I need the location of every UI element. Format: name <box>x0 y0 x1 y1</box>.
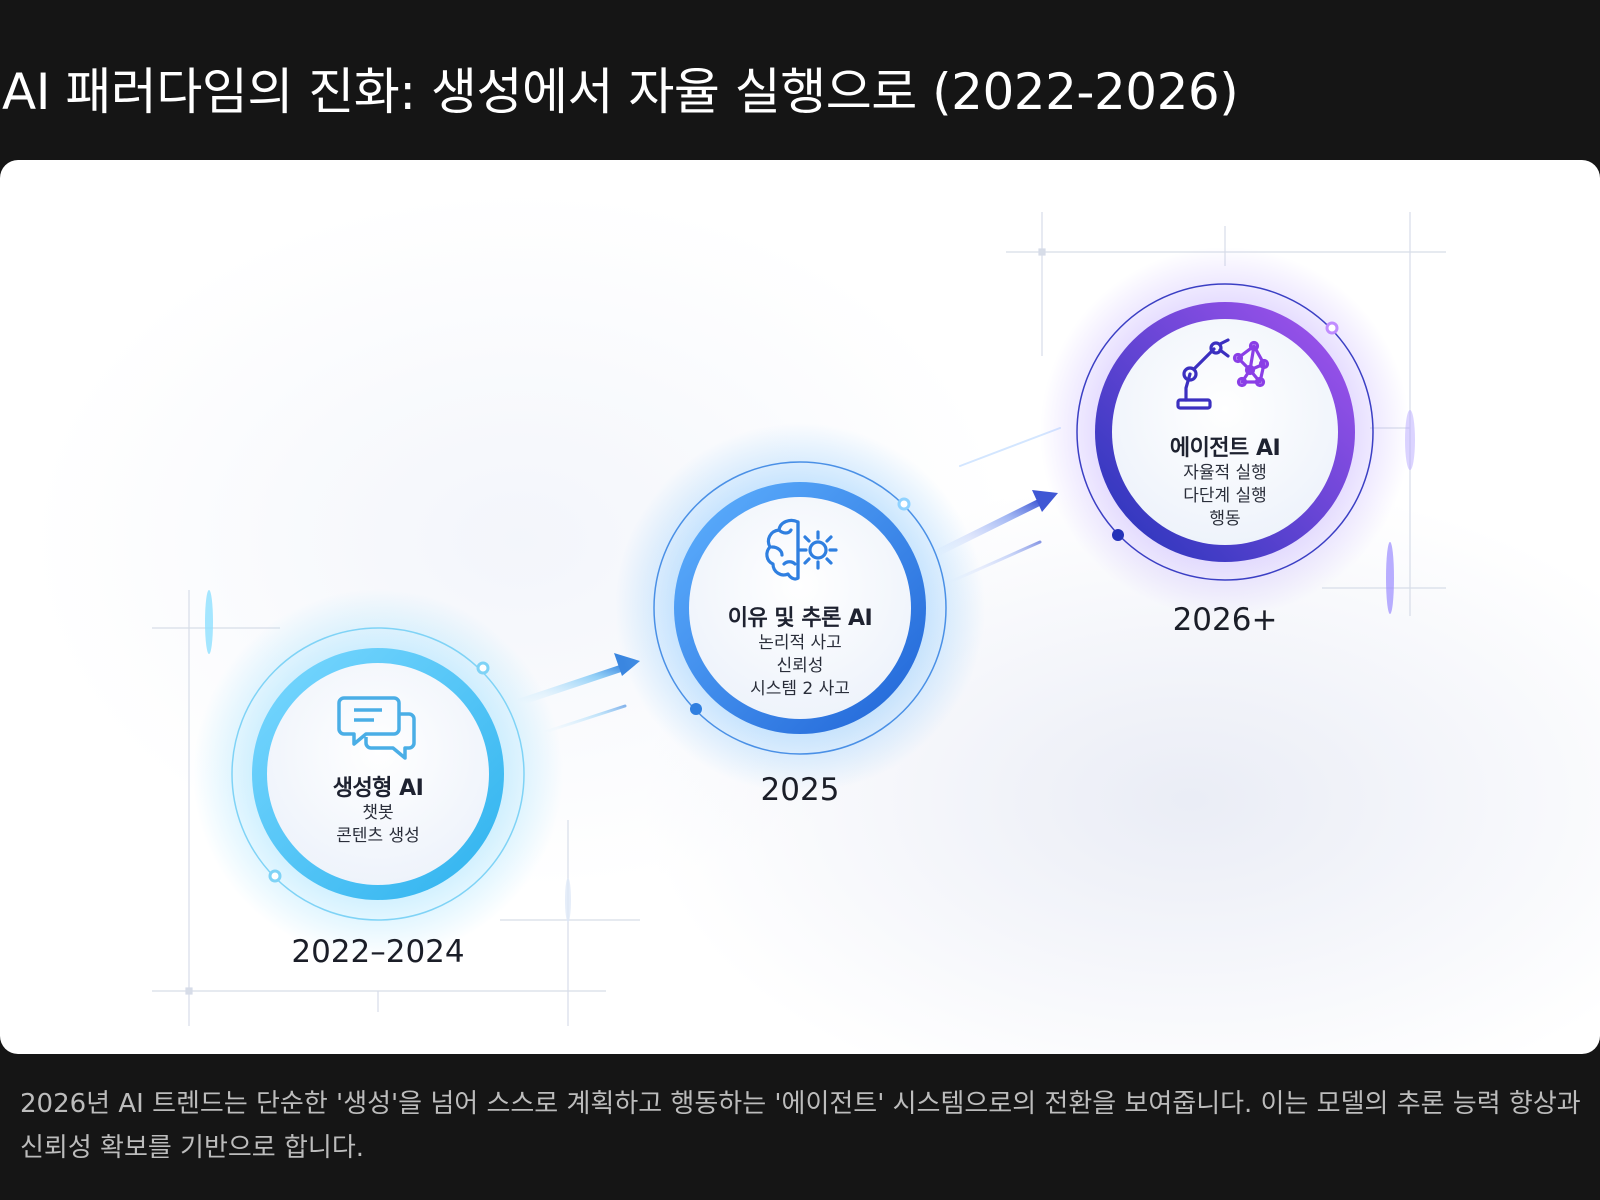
evolution-diagram <box>152 212 1446 1026</box>
brain-gear-icon <box>765 518 838 581</box>
stage-text-agent: 에이전트 AI 자율적 실행 다단계 실행 행동 <box>1125 430 1325 531</box>
stage-title: 생성형 AI <box>332 776 424 801</box>
diagram-card: 생성형 AI 챗봇 콘텐츠 생성 이유 및 추론 AI 논리적 사고 신뢰성 시… <box>0 160 1600 1054</box>
stage-circle-reasoning <box>615 423 985 793</box>
caption-text: 2026년 AI 트렌드는 단순한 '생성'을 넘어 스스로 계획하고 행동하는… <box>20 1089 1581 1163</box>
chat-bubbles-icon <box>337 696 416 760</box>
stage-line: 자율적 실행 <box>1183 463 1267 483</box>
stage-line: 행동 <box>1209 509 1241 529</box>
stage-circle-agent <box>1040 247 1410 617</box>
stage-line: 시스템 2 사고 <box>750 679 850 699</box>
stage-text-reasoning: 이유 및 추론 AI 논리적 사고 신뢰성 시스템 2 사고 <box>700 600 900 701</box>
stage-line: 신뢰성 <box>776 656 824 676</box>
robot-arm-network-icon <box>1176 338 1270 410</box>
year-label: 2022–2024 <box>291 934 465 970</box>
year-label: 2025 <box>760 772 840 808</box>
stage-line: 논리적 사고 <box>758 633 842 653</box>
stage-title: 에이전트 AI <box>1169 436 1281 461</box>
stage-circle-generative <box>193 589 563 959</box>
stage-line: 콘텐츠 생성 <box>336 826 420 846</box>
stage-text-generative: 생성형 AI 챗봇 콘텐츠 생성 <box>278 770 478 848</box>
stage-line: 다단계 실행 <box>1183 486 1267 506</box>
stage-line: 챗봇 <box>362 803 394 823</box>
page-title: AI 패러다임의 진화: 생성에서 자율 실행으로 (2022-2026) <box>2 63 1239 121</box>
year-label: 2026+ <box>1172 602 1278 638</box>
stage-title: 이유 및 추론 AI <box>727 606 873 631</box>
